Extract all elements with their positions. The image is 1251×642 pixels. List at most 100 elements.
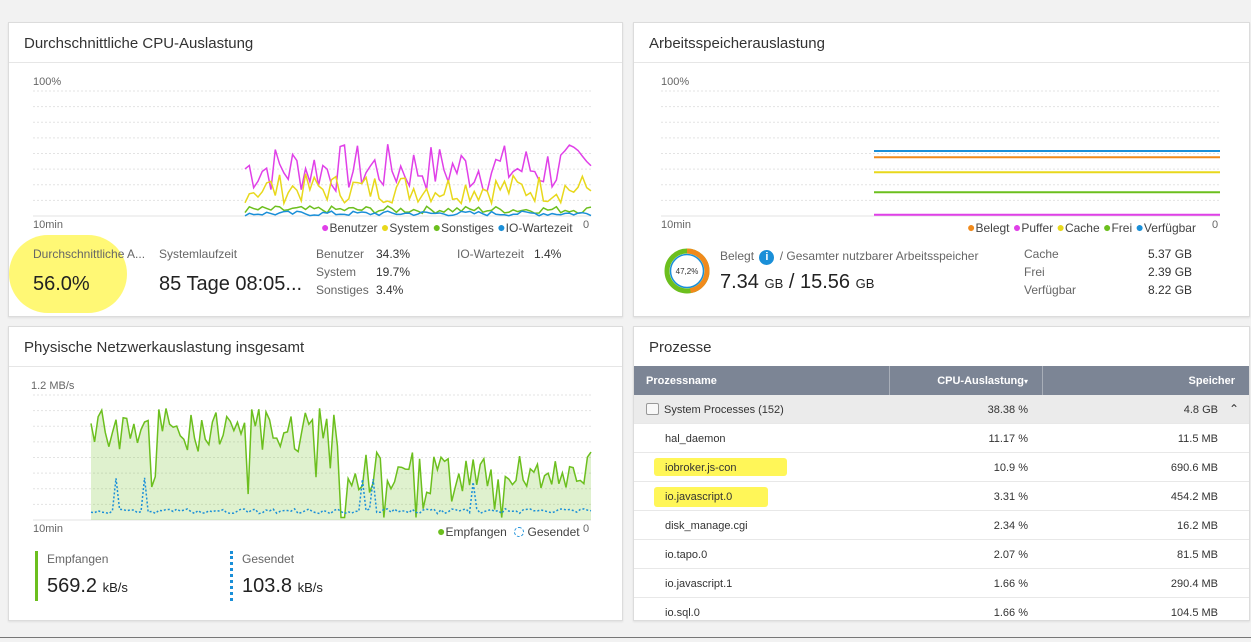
table-row[interactable]: io.javascript.1 1.66 % 290.4 MB [634, 569, 1249, 598]
cpu-panel-title: Durchschnittliche CPU-Auslastung [9, 23, 622, 63]
rx-area-fill [91, 408, 591, 520]
mem-legend: ●Belegt ●Puffer ●Cache ●Frei ●Verfügbar [967, 219, 1196, 235]
col-cpu-header[interactable]: CPU-Auslastung▾ [937, 375, 1028, 387]
info-icon[interactable]: i [759, 250, 775, 265]
bottom-divider [0, 637, 1251, 638]
system-value: 19.7% [376, 265, 411, 279]
table-row[interactable]: io.sql.0 1.66 % 104.5 MB [634, 598, 1249, 620]
process-mem: 104.5 MB [1170, 607, 1218, 619]
net-legend: ●Empfangen Gesendet [437, 523, 580, 539]
process-name: hal_daemon [665, 433, 726, 445]
mem-total-value: 15.56 [799, 271, 851, 293]
process-group-row[interactable]: System Processes (152) 38.38 % 4.8 GB ⌃ [634, 395, 1249, 424]
legend-benutzer: Benutzer [329, 221, 378, 235]
group-cpu: 38.38 % [987, 404, 1028, 416]
cpu-avg-value: 56.0% [33, 273, 90, 295]
cpu-avg-label: Durchschnittliche A... [33, 247, 146, 261]
cpu-x-right-label: 0 [583, 219, 590, 231]
mem-y-max-label: 100% [661, 76, 690, 88]
legend-dot-icon: ● [1102, 219, 1112, 235]
table-row[interactable]: hal_daemon 11.17 % 11.5 MB [634, 424, 1249, 453]
process-mem: 16.2 MB [1177, 520, 1218, 532]
cpu-legend: ●Benutzer ●System ●Sonstiges ●IO-Warteze… [321, 219, 573, 235]
net-x-right-label: 0 [583, 523, 590, 535]
group-name: System Processes (152) [664, 404, 784, 416]
sonstiges-value: 3.4% [376, 283, 404, 297]
legend-dot-icon: ● [1012, 219, 1022, 235]
legend-cache: Cache [1064, 221, 1100, 235]
mem-slash: / [788, 271, 795, 293]
process-name: io.tapo.0 [665, 549, 708, 561]
process-mem: 81.5 MB [1177, 549, 1218, 561]
process-cpu: 2.34 % [993, 520, 1028, 532]
proc-panel-title: Prozesse [634, 327, 1249, 367]
mem-used-label-text: Belegt [720, 249, 755, 263]
process-mem: 690.6 MB [1170, 462, 1218, 474]
process-mem: 11.5 MB [1177, 433, 1218, 445]
rx-value: 569.2 [47, 575, 98, 597]
table-row[interactable]: io.javascript.0 3.31 % 454.2 MB [634, 482, 1249, 511]
table-row[interactable]: disk_manage.cgi 2.34 % 16.2 MB [634, 511, 1249, 540]
legend-io: IO-Wartezeit [505, 221, 573, 235]
frei-value: 2.39 GB [1148, 265, 1193, 279]
tx-value-wrap: 103.8 kB/s [242, 575, 323, 598]
legend-dot-icon: ● [967, 219, 976, 235]
cpu-y-max-label: 100% [33, 76, 62, 88]
tx-bar-indicator [230, 551, 233, 601]
col-memory[interactable]: Speicher [1188, 375, 1235, 387]
io-value: 1.4% [534, 247, 562, 261]
mem-x-right-label: 0 [1212, 219, 1219, 231]
table-row[interactable]: io.tapo.0 2.07 % 81.5 MB [634, 540, 1249, 569]
yellow-highlight-mark [9, 235, 127, 313]
net-x-left-label: 10min [33, 523, 63, 535]
system-series-line [244, 173, 592, 207]
tx-unit: kB/s [297, 580, 323, 595]
memory-chart [661, 90, 1220, 217]
mem-used-label: Belegt i / Gesamter nutzbarer Arbeitsspe… [720, 249, 978, 265]
cache-label: Cache [1024, 247, 1059, 261]
legend-dot-icon: ● [437, 523, 446, 539]
verfuegbar-value: 8.22 GB [1148, 283, 1193, 297]
legend-dot-icon: ● [1135, 219, 1144, 235]
benutzer-series-line [244, 143, 592, 194]
process-group-icon [646, 403, 659, 415]
legend-system: System [389, 221, 430, 235]
process-cpu: 1.66 % [993, 607, 1028, 619]
mem-used-value: 7.34 [720, 271, 759, 293]
process-mem: 454.2 MB [1170, 491, 1218, 503]
legend-frei: Frei [1111, 221, 1133, 235]
memory-usage-panel: Arbeitsspeicherauslastung 100% 10min 0 ●… [633, 22, 1250, 317]
process-name: disk_manage.cgi [665, 520, 748, 532]
legend-belegt: Belegt [975, 221, 1010, 235]
process-name: io.sql.0 [665, 607, 700, 619]
table-row[interactable]: iobroker.js-con 10.9 % 690.6 MB [634, 453, 1249, 482]
col-process-name[interactable]: Prozessname [646, 375, 717, 387]
legend-dot-icon: ● [432, 219, 442, 235]
process-name: io.javascript.1 [665, 578, 733, 590]
legend-sonstiges: Sonstiges [441, 221, 494, 235]
processes-panel: Prozesse Prozessname CPU-Auslastung▾ Spe… [633, 326, 1250, 621]
sonstiges-series-line [244, 205, 592, 215]
sonstiges-label: Sonstiges [316, 283, 369, 297]
network-usage-panel: Physische Netzwerkauslastung insgesamt 1… [8, 326, 623, 621]
legend-dot-icon: ● [321, 219, 330, 235]
yellow-highlight-mark [654, 458, 787, 476]
collapse-chevron-up-icon[interactable]: ⌃ [1228, 402, 1239, 416]
group-mem: 4.8 GB [1183, 404, 1218, 416]
rx-value-wrap: 569.2 kB/s [47, 575, 128, 598]
cpu-chart [33, 90, 592, 217]
cache-value: 5.37 GB [1148, 247, 1193, 261]
process-cpu: 2.07 % [993, 549, 1028, 561]
mem-total-unit: GB [855, 276, 875, 291]
process-cpu: 3.31 % [993, 491, 1028, 503]
legend-dot-icon: ● [497, 219, 506, 235]
network-chart [33, 394, 592, 521]
process-name: iobroker.js-con [665, 462, 737, 474]
sort-down-icon: ▾ [1023, 377, 1028, 386]
mem-used-total-value: 7.34 GB / 15.56 GB [720, 271, 874, 294]
donut-percent-label: 47,2% [676, 267, 699, 276]
net-y-max-label: 1.2 MB/s [31, 380, 75, 392]
process-mem: 290.4 MB [1170, 578, 1218, 590]
rx-unit: kB/s [102, 580, 128, 595]
io-label: IO-Wartezeit [457, 247, 524, 261]
